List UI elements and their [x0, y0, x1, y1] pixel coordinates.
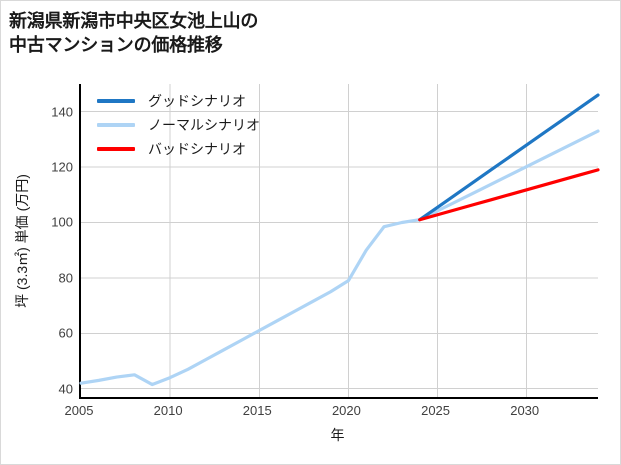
x-tick-label: 2025	[421, 403, 451, 418]
y-tick-label: 100	[51, 214, 73, 230]
series-line	[418, 168, 600, 222]
legend-item: バッドシナリオ	[97, 137, 327, 161]
x-tick-label: 2030	[510, 403, 540, 418]
x-tick-label: 2005	[64, 403, 94, 418]
legend-label-normal: ノーマルシナリオ	[148, 117, 260, 133]
y-tick-label: 140	[51, 104, 73, 120]
chart-legend: グッドシナリオ ノーマルシナリオ バッドシナリオ	[97, 89, 327, 161]
y-tick-label: 40	[58, 381, 73, 397]
legend-item: グッドシナリオ	[97, 89, 327, 113]
legend-label-good: グッドシナリオ	[148, 93, 246, 109]
series-line	[79, 129, 600, 387]
y-axis-label-text: 坪 (3.3㎡) 単価 (万円)	[14, 173, 30, 308]
x-axis-label: 年	[330, 427, 345, 443]
legend-label-bad: バッドシナリオ	[148, 141, 246, 157]
legend-swatch-good	[97, 99, 135, 103]
plot-svg	[79, 84, 600, 397]
data-series	[79, 93, 600, 387]
gridlines	[81, 84, 598, 397]
chart-title: 新潟県新潟市中央区女池上山の 中古マンションの価格推移	[9, 11, 259, 56]
y-tick-label: 80	[58, 270, 73, 286]
y-tick-label: 120	[51, 159, 73, 175]
plot-area	[79, 84, 600, 399]
x-tick-label: 2015	[242, 403, 272, 418]
y-tick-label: 60	[58, 325, 73, 341]
legend-item: ノーマルシナリオ	[97, 113, 327, 137]
x-tick-label: 2010	[153, 403, 183, 418]
series-line	[418, 93, 600, 222]
legend-swatch-normal	[97, 123, 135, 127]
x-tick-label: 2020	[331, 403, 361, 418]
y-axis-label: 坪 (3.3㎡) 単価 (万円)	[11, 84, 33, 397]
legend-swatch-bad	[97, 147, 135, 151]
